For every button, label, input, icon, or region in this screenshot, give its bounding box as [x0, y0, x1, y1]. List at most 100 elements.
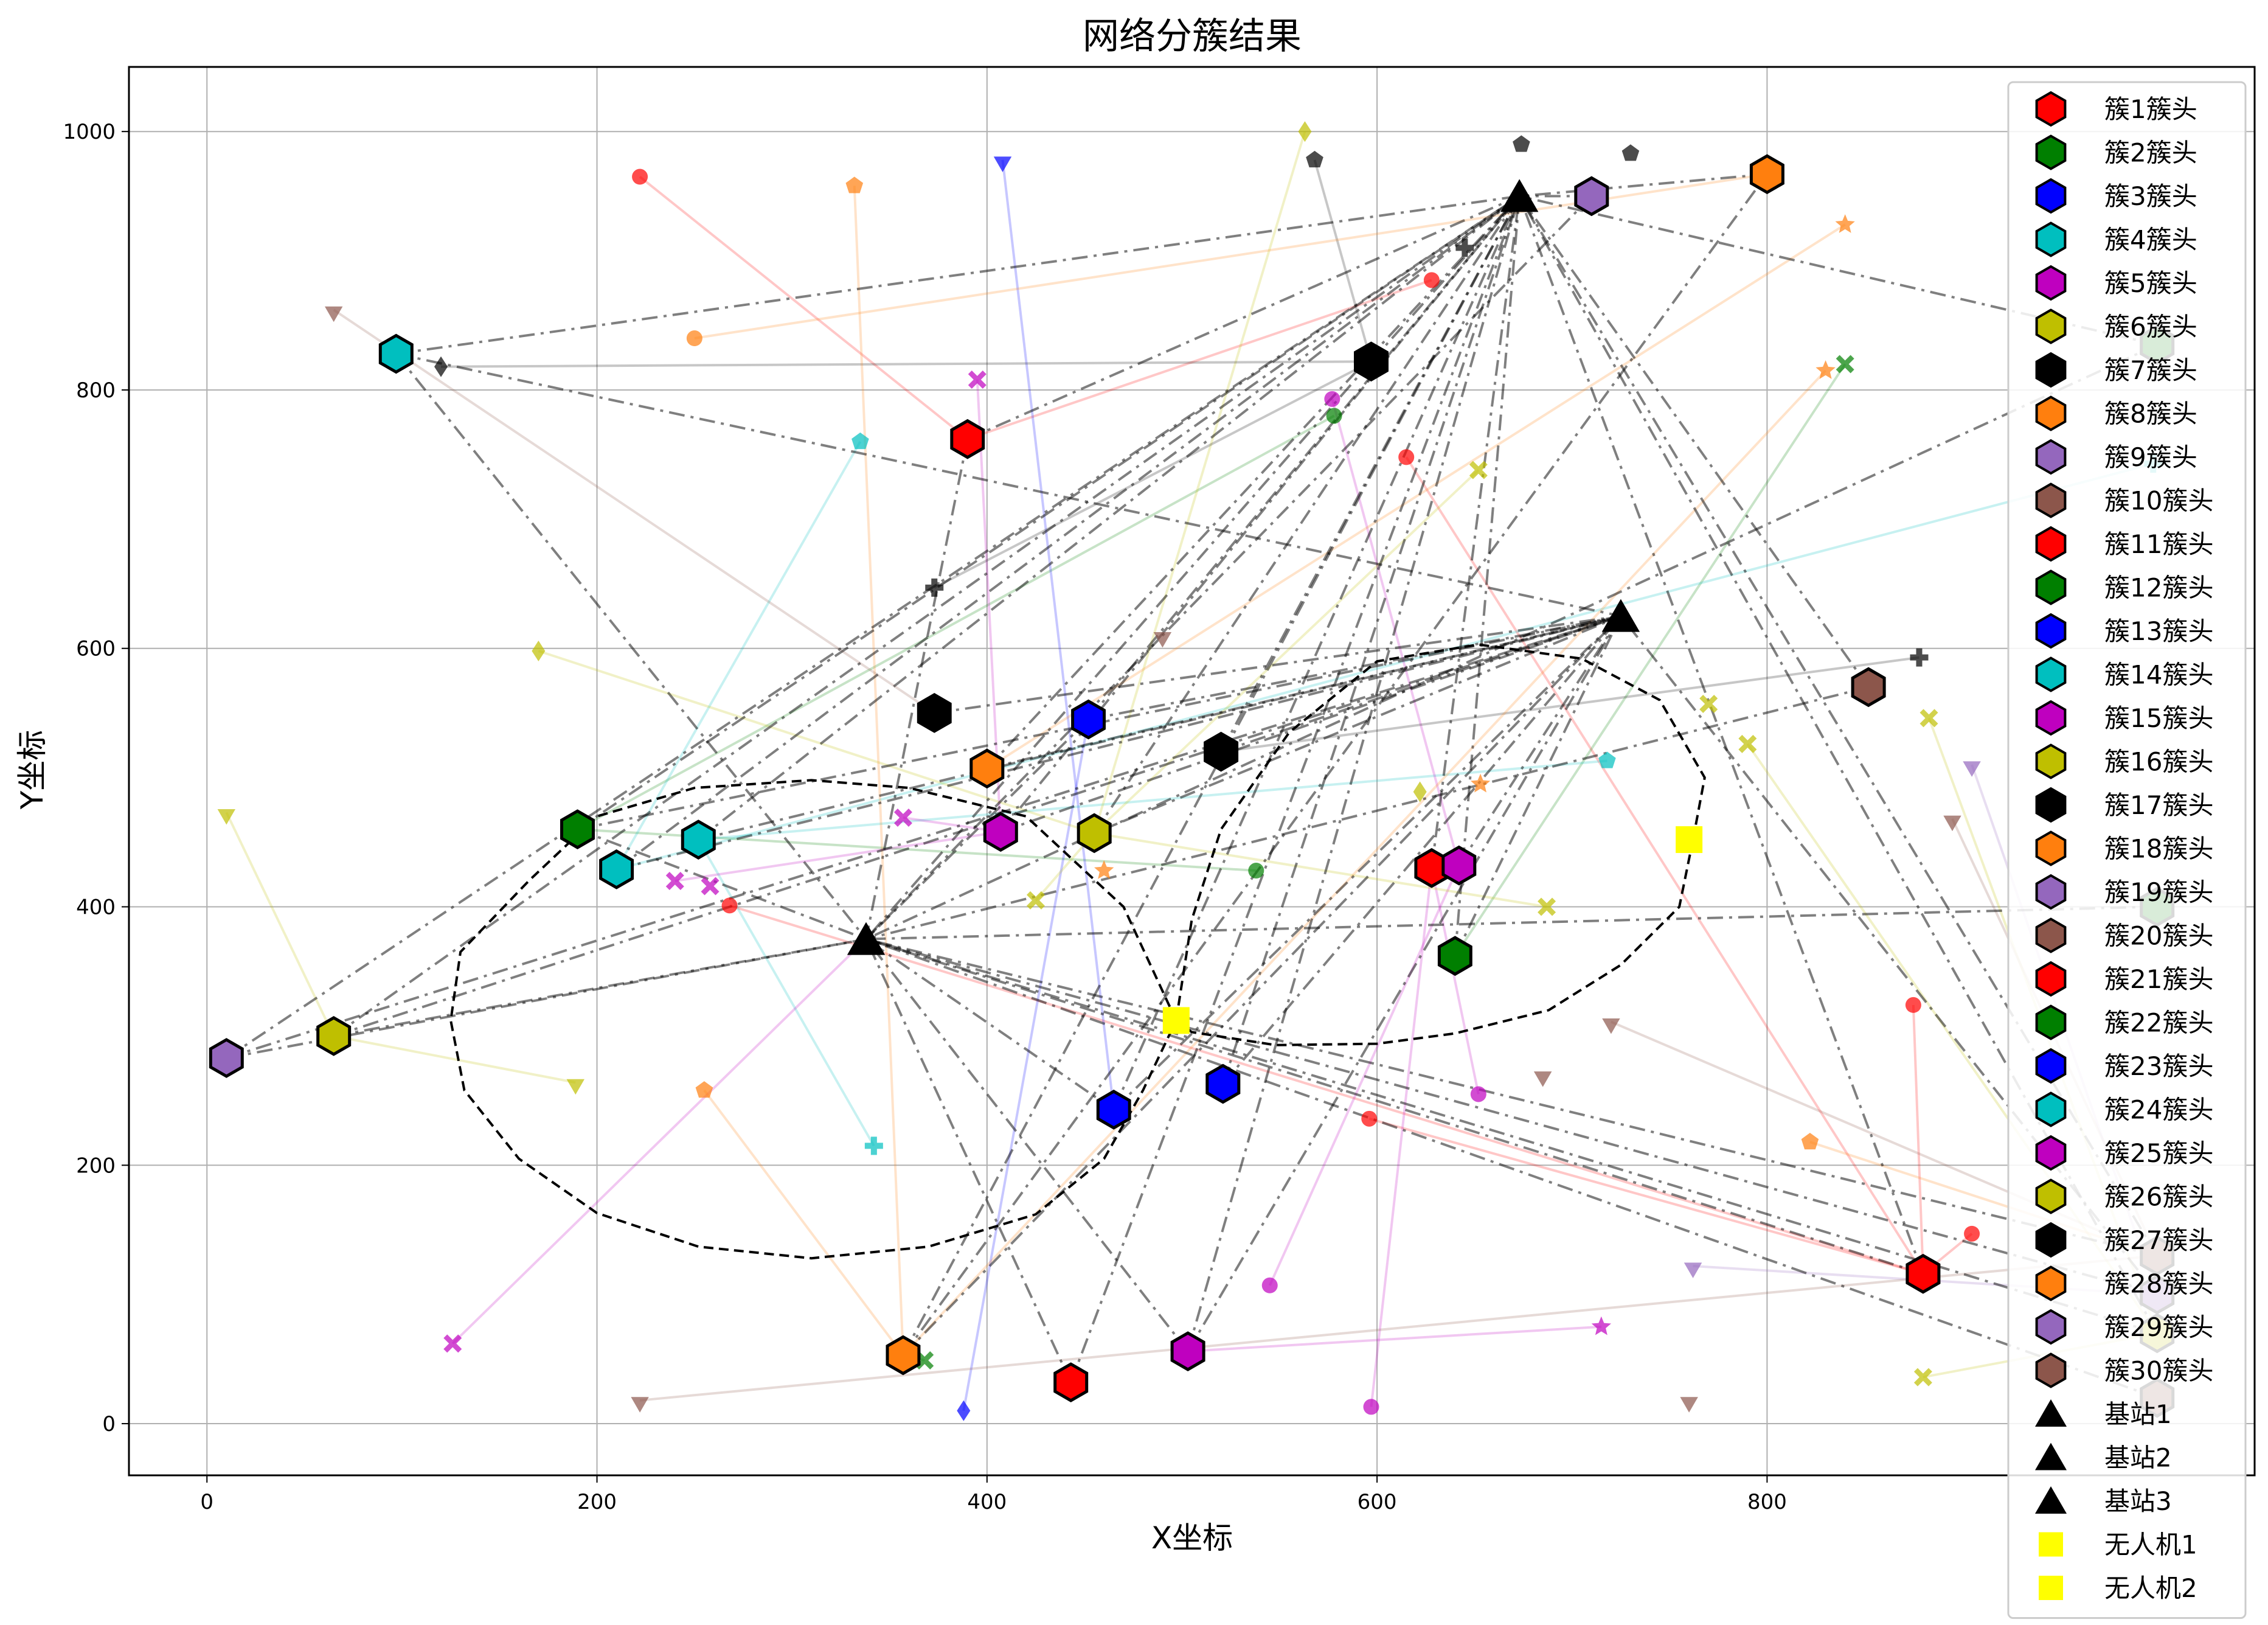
legend-label: 簇9簇头	[2104, 442, 2197, 472]
head-base-link	[395, 352, 1621, 618]
x-tick-label: 400	[967, 1490, 1007, 1514]
legend-marker	[2035, 830, 2067, 866]
head-base-link	[1222, 615, 1622, 1085]
sensor-node	[1919, 709, 1938, 728]
sensor-node	[864, 1136, 883, 1155]
x-tick-label: 800	[1747, 1490, 1787, 1514]
y-tick-label: 1000	[63, 120, 116, 144]
head-base-link	[1069, 195, 1521, 1383]
uav-path	[1175, 839, 1694, 1046]
head-base-link	[1219, 195, 1521, 753]
sensor-node	[1298, 121, 1312, 142]
member-link	[703, 1089, 904, 1356]
legend-marker	[2039, 1576, 2063, 1600]
cluster-head	[886, 1335, 921, 1376]
legend-label: 簇23簇头	[2104, 1051, 2213, 1081]
legend-marker	[2035, 526, 2067, 562]
legend-marker	[2035, 787, 2067, 823]
sensor-node	[957, 1400, 971, 1421]
member-link	[697, 839, 875, 1147]
member-link	[441, 360, 1372, 368]
head-base-link	[865, 938, 2158, 1335]
legend-label: 簇18簇头	[2104, 834, 2213, 864]
sensor-node	[1963, 761, 1981, 777]
member-link	[698, 759, 1607, 841]
member-link	[1221, 656, 1919, 753]
member-link	[902, 369, 1827, 1356]
head-base-link	[333, 195, 1521, 1037]
cluster-head	[1851, 667, 1886, 708]
sensor-node	[1094, 860, 1114, 879]
sensor-node	[1513, 135, 1530, 152]
cluster-head	[378, 333, 414, 374]
member-link	[853, 186, 904, 1355]
member-link	[1094, 832, 1547, 908]
sensor-node	[1815, 360, 1836, 379]
legend-marker	[2035, 1178, 2067, 1214]
head-base-link	[396, 195, 1520, 355]
cluster-head	[1170, 1331, 1205, 1371]
sensor-node	[443, 1334, 462, 1353]
sensor-node	[1738, 734, 1757, 753]
head-base-link	[865, 938, 1189, 1352]
y-tick-label: 200	[76, 1154, 116, 1178]
sensor-node	[1361, 1110, 1378, 1127]
sensor-node	[1026, 891, 1045, 910]
sensor-node	[845, 176, 864, 193]
legend-label: 簇27簇头	[2104, 1225, 2213, 1255]
head-base-link	[865, 938, 1072, 1383]
head-base-link	[865, 938, 2158, 1399]
legend-label: 簇22簇头	[2104, 1008, 2213, 1038]
legend-marker	[2035, 743, 2067, 779]
legend-marker	[2035, 91, 2067, 127]
head-base-link	[865, 195, 1593, 940]
sensor-node	[1538, 897, 1556, 916]
legend-marker	[2035, 1135, 2067, 1171]
legend-label: 簇12簇头	[2104, 573, 2213, 603]
legend-label: 簇13簇头	[2104, 616, 2213, 646]
sensor-node	[1261, 1277, 1278, 1293]
legend-marker	[2035, 569, 2067, 605]
legend-marker	[2035, 700, 2067, 736]
legend-label: 基站2	[2104, 1443, 2172, 1473]
legend-marker	[2035, 656, 2067, 692]
legend-marker	[2035, 1309, 2067, 1345]
sensor-node	[993, 156, 1012, 172]
legend-label: 簇25簇头	[2104, 1138, 2213, 1168]
legend-marker	[2039, 1532, 2063, 1557]
sensor-node	[1943, 815, 1961, 832]
sensor-node	[701, 877, 720, 896]
cluster-head	[983, 812, 1018, 852]
head-base-link	[902, 195, 1521, 1356]
head-base-link	[1430, 196, 1521, 869]
sensor-node	[1470, 1086, 1486, 1102]
legend-marker	[2035, 961, 2067, 997]
cluster-head	[1077, 813, 1112, 854]
legend-marker	[2035, 395, 2067, 431]
member-link	[1313, 159, 1373, 362]
head-base-link	[865, 938, 1924, 1275]
sensor-node	[1602, 1018, 1620, 1034]
x-tick-label: 600	[1358, 1490, 1397, 1514]
legend-label: 簇29簇头	[2104, 1312, 2213, 1342]
member-link	[1331, 398, 1460, 866]
legend-label: 簇16簇头	[2104, 747, 2213, 777]
member-link	[934, 360, 1372, 589]
member-link	[1001, 159, 1115, 1110]
base-station	[847, 922, 886, 955]
legend-label: 簇21簇头	[2104, 964, 2213, 994]
cluster-head	[1053, 1362, 1089, 1402]
cluster-head	[1441, 845, 1477, 886]
member-link	[1187, 1325, 1601, 1353]
legend-label: 基站1	[2104, 1399, 2172, 1429]
sensor-node	[566, 1079, 584, 1095]
head-base-link	[698, 614, 1621, 841]
member-link	[616, 462, 2154, 871]
sensor-node	[1905, 997, 1921, 1013]
legend-marker	[2035, 1486, 2067, 1514]
head-base-link	[616, 195, 1521, 871]
legend-marker	[2035, 917, 2067, 953]
sensor-node	[1533, 1071, 1552, 1087]
axis-ticks: 0 200 400 600 800 0 200 400 600 800 1000	[63, 120, 1786, 1514]
cluster-head	[969, 748, 1005, 789]
